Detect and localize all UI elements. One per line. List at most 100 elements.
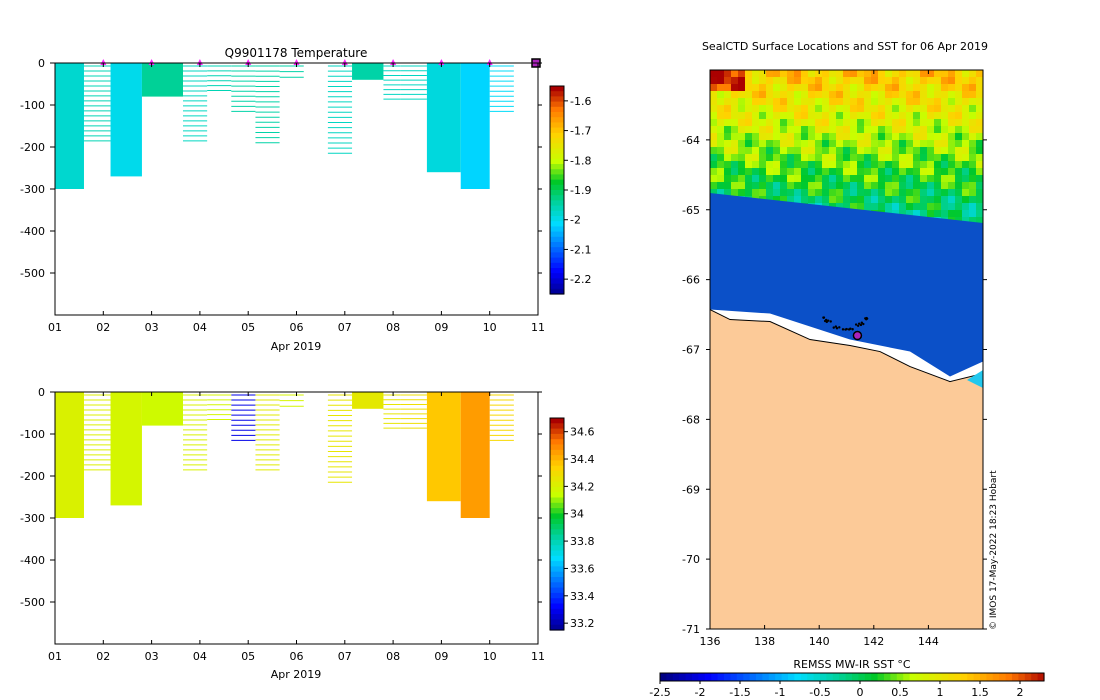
sst-cell: [710, 112, 718, 120]
colorbar-tick-label: 1.5: [971, 686, 989, 699]
sst-cell: [787, 126, 795, 134]
sst-cell: [766, 84, 774, 92]
sst-cell: [773, 175, 781, 183]
sst-cell: [843, 182, 851, 190]
colorbar-segment: [550, 91, 564, 97]
sst-cell: [780, 119, 788, 127]
sst-cell: [934, 105, 942, 113]
sst-cell: [871, 196, 879, 204]
sst-cell: [836, 161, 844, 169]
sst-cell: [948, 133, 956, 141]
sst-cell: [857, 105, 865, 113]
colorbar-segment: [550, 112, 564, 118]
sst-cell: [962, 91, 970, 99]
colorbar-segment: [807, 673, 815, 681]
colorbar-segment: [550, 236, 564, 243]
sst-cell: [780, 98, 788, 106]
colorbar-segment: [550, 497, 564, 504]
sst-cell: [738, 98, 746, 106]
sst-cell: [955, 203, 963, 211]
sst-cell: [899, 133, 907, 141]
sst-cell: [787, 168, 795, 176]
sst-cell: [724, 175, 732, 183]
sst-cell: [766, 70, 774, 78]
sst-cell: [962, 196, 970, 204]
colorbar-segment: [692, 673, 699, 681]
seal-track-point: [864, 317, 867, 320]
sst-cell: [934, 203, 942, 211]
sst-cell: [745, 189, 753, 197]
x-tick-label: 142: [863, 635, 884, 648]
sst-cell: [766, 91, 774, 99]
sst-cell: [976, 77, 984, 85]
sst-cell: [773, 77, 781, 85]
sst-cell: [948, 147, 956, 155]
sst-cell: [948, 210, 956, 218]
sst-cell: [808, 98, 816, 106]
sst-cell: [962, 161, 970, 169]
colorbar-segment: [672, 673, 680, 681]
sst-cell: [801, 147, 809, 155]
colorbar-segment: [550, 513, 564, 520]
sst-cell: [724, 161, 732, 169]
sst-cell: [829, 140, 837, 148]
sst-cell: [941, 210, 949, 218]
y-tick-label: 0: [38, 57, 45, 70]
sst-cell: [927, 196, 935, 204]
sst-cell: [724, 105, 732, 113]
colorbar-segment: [743, 673, 751, 681]
sst-cell: [801, 105, 809, 113]
sst-cell: [738, 189, 746, 197]
sst-cell: [850, 175, 858, 183]
colorbar-segment: [999, 673, 1007, 681]
sst-cell: [948, 140, 956, 148]
sst-cell: [843, 168, 851, 176]
sst-cell: [801, 77, 809, 85]
colorbar-segment: [768, 673, 776, 681]
sst-cell: [906, 133, 914, 141]
sst-cell: [969, 175, 977, 183]
sst-cell: [969, 217, 977, 225]
colorbar-segment: [550, 524, 564, 530]
sst-cell: [766, 182, 774, 190]
sst-cell: [752, 133, 760, 141]
colorbar-tick-label: 34: [570, 508, 584, 521]
sst-cell: [920, 203, 928, 211]
sst-cell: [962, 105, 970, 113]
colorbar-segment: [550, 566, 564, 573]
x-tick-label: 02: [96, 321, 110, 334]
colorbar-tick-label: -1.6: [570, 95, 591, 108]
sst-cell: [836, 147, 844, 155]
sst-cell: [857, 91, 865, 99]
sst-cell: [787, 119, 795, 127]
sst-cell: [920, 126, 928, 134]
sst-cell: [717, 70, 725, 78]
colorbar-segment: [550, 143, 564, 149]
x-tick-label: 01: [48, 321, 62, 334]
sst-cell: [759, 175, 767, 183]
sst-cell: [927, 182, 935, 190]
sst-cell: [906, 77, 914, 85]
sst-cell: [843, 140, 851, 148]
sst-cell: [780, 77, 788, 85]
colorbar-tick-label: 0: [857, 686, 864, 699]
sst-cell: [864, 175, 872, 183]
sst-cell: [738, 154, 746, 162]
sst-cell: [780, 91, 788, 99]
colorbar-segment: [935, 673, 943, 681]
temperature-colorbar: -1.6 -1.7 -1.8 -1.9 -2 -2.1 -2.2: [549, 85, 591, 295]
sst-cell: [724, 77, 732, 85]
sst-cell: [927, 175, 935, 183]
sst-cell: [773, 154, 781, 162]
sst-cell: [808, 70, 816, 78]
colorbar-segment: [660, 673, 667, 681]
sst-cell: [850, 168, 858, 176]
colorbar-tick-label: -1.5: [729, 686, 750, 699]
sst-cell: [815, 84, 823, 92]
colorbar-segment: [550, 122, 564, 129]
sst-cell: [920, 182, 928, 190]
colorbar-segment: [550, 624, 564, 631]
sst-cell: [801, 189, 809, 197]
sst-cell: [976, 203, 984, 211]
sst-cell: [815, 154, 823, 162]
